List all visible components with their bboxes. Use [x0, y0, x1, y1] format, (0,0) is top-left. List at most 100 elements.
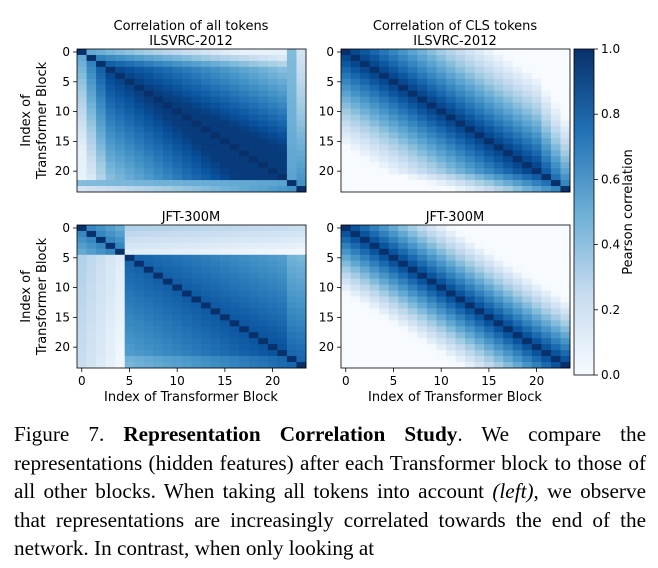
heatmap-cell [417, 225, 428, 232]
heatmap-cell [77, 54, 87, 62]
heatmap-cell [296, 102, 307, 109]
heatmap-cell [86, 72, 97, 80]
heatmap-cell [105, 72, 116, 80]
heatmap-cell [267, 260, 278, 268]
heatmap-cell [153, 278, 164, 285]
heatmap-cell [350, 362, 361, 369]
heatmap-cell [134, 362, 145, 369]
heatmap-cell [239, 138, 250, 145]
heatmap-cell [445, 144, 456, 151]
heatmap-cell [531, 60, 542, 68]
heatmap-cell [153, 350, 164, 357]
heatmap-cell [191, 362, 202, 369]
heatmap-cell [153, 338, 164, 345]
heatmap-cell [86, 90, 97, 98]
heatmap-cell [388, 314, 399, 321]
heatmap-cell [210, 90, 221, 98]
heatmap-cell [143, 296, 154, 303]
heatmap-cell [229, 102, 240, 109]
heatmap-cell [277, 278, 288, 285]
heatmap-cell [201, 326, 211, 333]
heatmap-cell [220, 302, 231, 309]
heatmap-cell [522, 254, 533, 262]
heatmap-cell [77, 242, 87, 250]
heatmap-cell [445, 96, 456, 104]
heatmap-cell [124, 120, 135, 127]
y-tick-label: 5 [326, 251, 334, 265]
heatmap-cell [239, 102, 250, 109]
heatmap-cell [407, 138, 418, 145]
heatmap-cell [191, 242, 202, 250]
heatmap-cell [105, 242, 116, 250]
heatmap-cell [96, 356, 107, 363]
heatmap-cell [407, 66, 418, 74]
heatmap-cell [550, 272, 561, 280]
heatmap-cell [436, 84, 447, 92]
heatmap-cell [115, 156, 126, 163]
heatmap-cell [407, 272, 418, 280]
heatmap-cell [550, 356, 561, 363]
heatmap-cell [445, 66, 456, 74]
heatmap-cell [407, 120, 418, 127]
heatmap-cell [341, 278, 351, 285]
x-tick-label: 5 [126, 374, 134, 388]
heatmap-cell [445, 138, 456, 145]
y-tick-label: 10 [55, 105, 70, 119]
heatmap-cell [522, 302, 533, 309]
heatmap-cell [341, 248, 351, 256]
x-tick-label: 0 [342, 374, 350, 388]
heatmap-cell [267, 144, 278, 151]
heatmap-cell [503, 332, 514, 339]
heatmap-cell [474, 344, 485, 351]
heatmap-cell [277, 344, 288, 351]
heatmap-cell [503, 126, 514, 133]
colorbar-tick-label: 0.4 [601, 238, 620, 252]
heatmap-cell [360, 156, 371, 163]
heatmap-cell [503, 78, 514, 86]
heatmap-cell [191, 150, 202, 157]
heatmap-cell [436, 296, 447, 303]
heatmap-cell [191, 350, 202, 357]
heatmap-cell [379, 308, 390, 315]
heatmap-cell [201, 266, 211, 274]
heatmap-cell [96, 66, 107, 74]
heatmap-cell [77, 150, 87, 157]
heatmap-cell [484, 162, 495, 169]
heatmap-cell [181, 290, 192, 297]
heatmap-cell [426, 126, 437, 133]
heatmap-cell [286, 362, 297, 369]
heatmap-cell [360, 290, 371, 297]
heatmap-cell [248, 72, 259, 80]
heatmap-cell [379, 186, 390, 193]
heatmap-cell [436, 356, 447, 363]
heatmap-cell [474, 180, 485, 187]
heatmap-cell [239, 242, 250, 250]
heatmap-cell [229, 350, 240, 357]
heatmap-cell [286, 132, 297, 139]
heatmap-cell [143, 132, 154, 139]
heatmap-cell [229, 338, 240, 345]
heatmap-cell [201, 114, 211, 121]
heatmap-cell [445, 49, 456, 56]
y-tick-label: 15 [55, 134, 70, 148]
heatmap-cell [417, 272, 428, 280]
heatmap-cell [258, 132, 269, 139]
heatmap-cell [341, 180, 351, 187]
heatmap-cell [465, 60, 475, 68]
heatmap-cell [560, 338, 571, 345]
heatmap-cell [426, 266, 437, 274]
heatmap-cell [115, 260, 126, 268]
heatmap-cell [143, 290, 154, 297]
heatmap-cell [350, 236, 361, 244]
heatmap-cell [426, 54, 437, 62]
heatmap-cell [436, 108, 447, 115]
heatmap-cell [277, 266, 288, 274]
heatmap-cell [550, 236, 561, 244]
heatmap-cell [210, 168, 221, 175]
heatmap-cell [455, 332, 466, 339]
heatmap-cell [239, 278, 250, 285]
heatmap-cell [503, 168, 514, 175]
heatmap-cell [360, 180, 371, 187]
heatmap-cell [503, 186, 514, 193]
heatmap-cell [134, 284, 145, 291]
